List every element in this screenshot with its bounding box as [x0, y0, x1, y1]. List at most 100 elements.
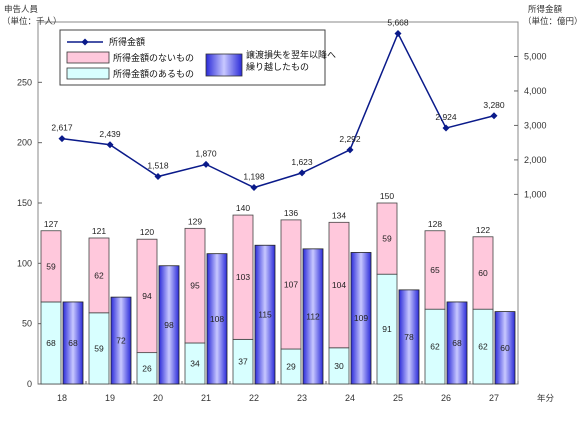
bar-carryover	[158, 265, 180, 385]
label-with-income: 34	[190, 358, 200, 368]
label-with-income: 37	[238, 357, 248, 367]
legend-label-carryover-line1: 譲渡損失を翌年以降へ	[246, 49, 336, 61]
income-value-label: 5,668	[387, 17, 409, 27]
bar-no-income	[184, 227, 206, 344]
legend-pink-swatch	[66, 51, 110, 64]
x-tick-label: 27	[489, 393, 499, 403]
legend-label-carryover-line2: 繰り越したもの	[246, 61, 309, 73]
label-stack-total: 127	[44, 219, 58, 229]
label-with-income: 68	[46, 338, 56, 348]
label-no-income: 60	[478, 268, 488, 278]
left-tick-label: 150	[17, 198, 32, 208]
income-point	[154, 173, 162, 181]
income-point	[346, 146, 354, 154]
bar-no-income	[232, 214, 254, 340]
label-carryover: 109	[354, 313, 368, 323]
label-with-income: 62	[478, 342, 488, 352]
income-point	[58, 135, 66, 143]
label-no-income: 103	[236, 272, 250, 282]
label-no-income: 59	[46, 261, 56, 271]
x-tick-label: 24	[345, 393, 355, 403]
right-axis-title-line1: 所得金額	[528, 4, 563, 15]
income-point	[442, 124, 450, 132]
x-tick-label: 18	[57, 393, 67, 403]
left-tick-label: 50	[22, 319, 32, 329]
bar-no-income	[136, 238, 158, 354]
label-stack-total: 128	[428, 219, 442, 229]
label-stack-total: 134	[332, 210, 346, 220]
right-tick-label: 3,000	[524, 120, 547, 130]
left-tick-label: 100	[17, 258, 32, 268]
income-value-label: 2,617	[51, 123, 73, 133]
left-tick-label: 200	[17, 138, 32, 148]
bar-no-income	[376, 202, 398, 275]
bar-no-income	[424, 230, 446, 310]
legend-label-income: 所得金額	[109, 36, 145, 48]
bar-carryover	[494, 311, 516, 385]
income-value-label: 1,198	[243, 172, 265, 182]
bar-no-income	[472, 236, 494, 310]
label-with-income: 62	[430, 342, 440, 352]
label-carryover: 72	[116, 336, 126, 346]
label-with-income: 26	[142, 363, 152, 373]
label-carryover: 68	[68, 338, 78, 348]
bar-no-income	[328, 221, 350, 349]
income-value-label: 2,292	[339, 134, 361, 144]
income-value-label: 2,439	[99, 129, 121, 139]
right-tick-label: 1,000	[524, 189, 547, 199]
bar-carryover	[206, 253, 228, 385]
bar-no-income	[280, 219, 302, 350]
label-stack-total: 140	[236, 203, 250, 213]
income-value-label: 1,870	[195, 148, 217, 158]
label-carryover: 98	[164, 320, 174, 330]
bar-carryover	[110, 296, 132, 385]
income-value-label: 1,518	[147, 161, 169, 171]
bar-carryover	[62, 301, 84, 385]
label-with-income: 59	[94, 343, 104, 353]
label-stack-total: 150	[380, 191, 394, 201]
label-no-income: 65	[430, 265, 440, 275]
legend-diamond-marker	[81, 38, 89, 46]
bar-carryover	[446, 301, 468, 385]
label-carryover: 78	[404, 332, 414, 342]
label-stack-total: 129	[188, 216, 202, 226]
legend-cyan-swatch	[66, 67, 110, 80]
label-stack-total: 121	[92, 226, 106, 236]
legend-blue-swatch	[205, 53, 243, 77]
label-no-income: 104	[332, 280, 346, 290]
label-carryover: 112	[306, 311, 320, 321]
right-tick-label: 4,000	[524, 86, 547, 96]
label-no-income: 107	[284, 279, 298, 289]
label-stack-total: 122	[476, 225, 490, 235]
right-tick-label: 5,000	[524, 51, 547, 61]
x-tick-label: 25	[393, 393, 403, 403]
label-carryover: 68	[452, 338, 462, 348]
bar-no-income	[40, 230, 62, 303]
label-with-income: 29	[286, 362, 296, 372]
label-no-income: 94	[142, 291, 152, 301]
income-point	[250, 184, 258, 192]
x-tick-label: 22	[249, 393, 259, 403]
left-axis-title-line1: 申告人員	[4, 4, 39, 15]
label-carryover: 108	[210, 314, 224, 324]
label-no-income: 59	[382, 234, 392, 244]
label-with-income: 91	[382, 324, 392, 334]
x-axis-title: 年分	[537, 393, 555, 404]
label-stack-total: 136	[284, 208, 298, 218]
income-point	[106, 141, 114, 149]
label-stack-total: 120	[140, 227, 154, 237]
x-tick-label: 23	[297, 393, 307, 403]
income-point	[202, 160, 210, 168]
label-with-income: 30	[334, 361, 344, 371]
label-no-income: 62	[94, 270, 104, 280]
income-point	[298, 169, 306, 177]
right-tick-label: 2,000	[524, 155, 547, 165]
bar-carryover	[398, 289, 420, 385]
x-tick-label: 26	[441, 393, 451, 403]
bar-carryover	[350, 252, 372, 385]
x-tick-label: 20	[153, 393, 163, 403]
x-tick-label: 21	[201, 393, 211, 403]
label-carryover: 60	[500, 343, 510, 353]
income-value-label: 1,623	[291, 157, 313, 167]
